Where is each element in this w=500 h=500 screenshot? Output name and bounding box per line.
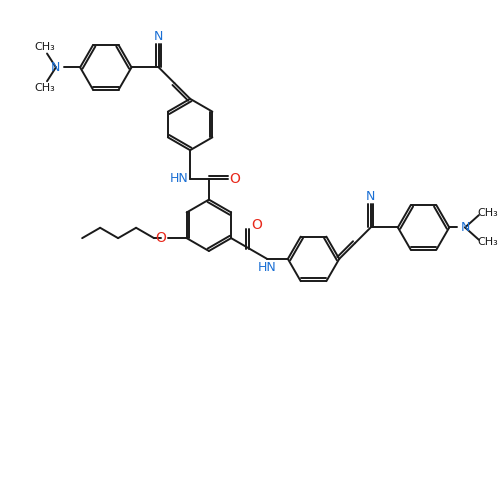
Text: CH₃: CH₃: [34, 83, 56, 93]
Text: HN: HN: [170, 172, 188, 186]
Text: N: N: [366, 190, 376, 203]
Text: HN: HN: [258, 262, 276, 274]
Text: O: O: [156, 231, 166, 245]
Text: O: O: [230, 172, 240, 186]
Text: CH₃: CH₃: [478, 208, 498, 218]
Text: CH₃: CH₃: [34, 42, 56, 51]
Text: N: N: [154, 30, 164, 43]
Text: N: N: [51, 61, 60, 74]
Text: CH₃: CH₃: [478, 238, 498, 248]
Text: N: N: [460, 221, 469, 234]
Text: O: O: [251, 218, 262, 232]
